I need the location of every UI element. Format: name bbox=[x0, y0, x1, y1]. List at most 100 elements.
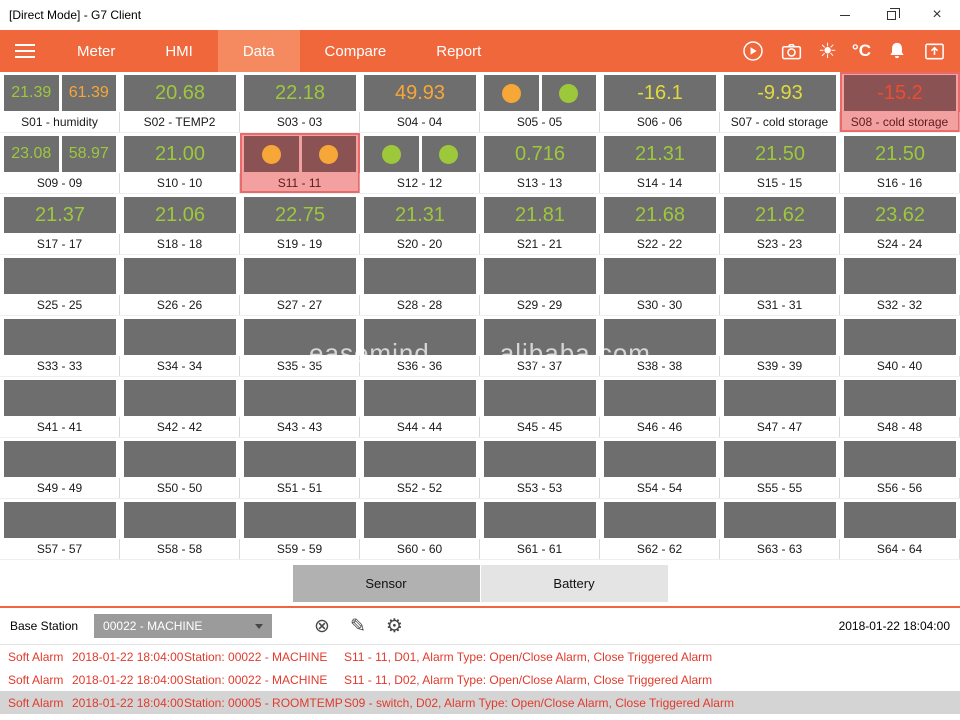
sensor-tile-S48[interactable]: S48 - 48 bbox=[840, 377, 960, 438]
menu-icon[interactable] bbox=[0, 30, 52, 72]
sensor-tile-S46[interactable]: S46 - 46 bbox=[600, 377, 720, 438]
sensor-tile-S29[interactable]: S29 - 29 bbox=[480, 255, 600, 316]
sensor-tile-S64[interactable]: S64 - 64 bbox=[840, 499, 960, 560]
sensor-tile-S45[interactable]: S45 - 45 bbox=[480, 377, 600, 438]
sensor-label: S26 - 26 bbox=[120, 295, 240, 315]
sensor-tile-S08[interactable]: -15.2 S08 - cold storage bbox=[840, 72, 960, 133]
sensor-value-box bbox=[484, 441, 596, 477]
sensor-value-box: 49.93 bbox=[364, 75, 476, 111]
alarm-detail: S11 - 11, D01, Alarm Type: Open/Close Al… bbox=[344, 649, 713, 664]
sensor-tile-S53[interactable]: S53 - 53 bbox=[480, 438, 600, 499]
sync-icon[interactable] bbox=[741, 39, 765, 63]
tab-report[interactable]: Report bbox=[436, 42, 482, 60]
sensor-tile-S63[interactable]: S63 - 63 bbox=[720, 499, 840, 560]
battery-tab-button[interactable]: Battery bbox=[480, 564, 668, 602]
sensor-tile-S31[interactable]: S31 - 31 bbox=[720, 255, 840, 316]
sensor-tile-S58[interactable]: S58 - 58 bbox=[120, 499, 240, 560]
sensor-tile-S50[interactable]: S50 - 50 bbox=[120, 438, 240, 499]
celsius-unit-button[interactable]: °C bbox=[851, 41, 871, 60]
sensor-value-box: 22.75 bbox=[244, 197, 356, 233]
brightness-icon[interactable]: ☀ bbox=[818, 39, 837, 63]
sensor-value-box: 22.18 bbox=[244, 75, 356, 111]
tab-meter[interactable]: Meter bbox=[77, 42, 116, 60]
alarm-row[interactable]: Soft Alarm 2018-01-22 18:04:00 Station: 00… bbox=[0, 691, 960, 714]
sensor-tile-S10[interactable]: 21.00 S10 - 10 bbox=[120, 133, 240, 194]
sensor-tile-S27[interactable]: S27 - 27 bbox=[240, 255, 360, 316]
sensor-tile-S32[interactable]: S32 - 32 bbox=[840, 255, 960, 316]
sensor-tile-S12[interactable]: S12 - 12 bbox=[360, 133, 480, 194]
sensor-tab-button[interactable]: Sensor bbox=[292, 564, 480, 602]
sensor-tile-S02[interactable]: 20.68 S02 - TEMP2 bbox=[120, 72, 240, 133]
sensor-tile-S28[interactable]: S28 - 28 bbox=[360, 255, 480, 316]
sensor-value-box bbox=[244, 380, 356, 416]
minimize-button[interactable] bbox=[822, 0, 868, 30]
sensor-tile-S14[interactable]: 21.31 S14 - 14 bbox=[600, 133, 720, 194]
sensor-tile-S54[interactable]: S54 - 54 bbox=[600, 438, 720, 499]
sensor-tile-S19[interactable]: 22.75 S19 - 19 bbox=[240, 194, 360, 255]
edit-icon[interactable]: ✎ bbox=[349, 615, 366, 637]
sensor-tile-S11[interactable]: S11 - 11 bbox=[240, 133, 360, 194]
sensor-tile-S44[interactable]: S44 - 44 bbox=[360, 377, 480, 438]
sensor-tile-S05[interactable]: S05 - 05 bbox=[480, 72, 600, 133]
sensor-tile-S51[interactable]: S51 - 51 bbox=[240, 438, 360, 499]
sensor-tile-S18[interactable]: 21.06 S18 - 18 bbox=[120, 194, 240, 255]
sensor-tile-S01[interactable]: 21.39 61.39 S01 - humidity bbox=[0, 72, 120, 133]
sensor-tile-S57[interactable]: S57 - 57 bbox=[0, 499, 120, 560]
sensor-tile-S34[interactable]: S34 - 34 bbox=[120, 316, 240, 377]
sensor-tile-S36[interactable]: S36 - 36 bbox=[360, 316, 480, 377]
sensor-tile-S30[interactable]: S30 - 30 bbox=[600, 255, 720, 316]
camera-icon[interactable] bbox=[780, 40, 803, 63]
tab-compare[interactable]: Compare bbox=[324, 42, 387, 60]
sensor-tile-S16[interactable]: 21.50 S16 - 16 bbox=[840, 133, 960, 194]
sensor-tile-S61[interactable]: S61 - 61 bbox=[480, 499, 600, 560]
sensor-tile-S42[interactable]: S42 - 42 bbox=[120, 377, 240, 438]
close-button[interactable]: × bbox=[914, 0, 960, 30]
sensor-tile-S09[interactable]: 23.08 58.97 S09 - 09 bbox=[0, 133, 120, 194]
restore-button[interactable] bbox=[868, 0, 914, 30]
sensor-tile-S56[interactable]: S56 - 56 bbox=[840, 438, 960, 499]
alarm-row[interactable]: Soft Alarm 2018-01-22 18:04:00 Station: 00… bbox=[0, 645, 960, 668]
sensor-tile-S06[interactable]: -16.1 S06 - 06 bbox=[600, 72, 720, 133]
sensor-tile-S21[interactable]: 21.81 S21 - 21 bbox=[480, 194, 600, 255]
chevron-down-icon bbox=[255, 623, 264, 629]
sensor-tile-S39[interactable]: S39 - 39 bbox=[720, 316, 840, 377]
sensor-tile-S55[interactable]: S55 - 55 bbox=[720, 438, 840, 499]
sensor-tile-S03[interactable]: 22.18 S03 - 03 bbox=[240, 72, 360, 133]
sensor-value-box: -9.93 bbox=[724, 75, 836, 111]
sensor-tile-S24[interactable]: 23.62 S24 - 24 bbox=[840, 194, 960, 255]
sensor-tile-S26[interactable]: S26 - 26 bbox=[120, 255, 240, 316]
sensor-tile-S25[interactable]: S25 - 25 bbox=[0, 255, 120, 316]
sensor-tile-S22[interactable]: 21.68 S22 - 22 bbox=[600, 194, 720, 255]
sensor-tile-S49[interactable]: S49 - 49 bbox=[0, 438, 120, 499]
tab-data[interactable]: Data bbox=[217, 30, 300, 72]
sensor-tile-S37[interactable]: S37 - 37 bbox=[480, 316, 600, 377]
sensor-tile-S41[interactable]: S41 - 41 bbox=[0, 377, 120, 438]
base-station-select[interactable]: 00022 - MACHINE bbox=[94, 614, 273, 638]
sensor-tile-S15[interactable]: 21.50 S15 - 15 bbox=[720, 133, 840, 194]
sensor-tile-S33[interactable]: S33 - 33 bbox=[0, 316, 120, 377]
alarm-row[interactable]: Soft Alarm 2018-01-22 18:04:00 Station: 00… bbox=[0, 668, 960, 691]
sensor-tile-S60[interactable]: S60 - 60 bbox=[360, 499, 480, 560]
alarm-bell-icon[interactable] bbox=[886, 40, 908, 62]
sensor-tile-S62[interactable]: S62 - 62 bbox=[600, 499, 720, 560]
tab-hmi[interactable]: HMI bbox=[165, 42, 193, 60]
sensor-tile-S17[interactable]: 21.37 S17 - 17 bbox=[0, 194, 120, 255]
sensor-tile-S35[interactable]: S35 - 35 bbox=[240, 316, 360, 377]
sensor-tile-S59[interactable]: S59 - 59 bbox=[240, 499, 360, 560]
sensor-tile-S40[interactable]: S40 - 40 bbox=[840, 316, 960, 377]
cancel-alarm-icon[interactable]: ⊗ bbox=[314, 615, 330, 637]
sensor-tile-S13[interactable]: 0.716 S13 - 13 bbox=[480, 133, 600, 194]
settings-gear-icon[interactable]: ⚙ bbox=[385, 615, 403, 637]
sensor-tile-S47[interactable]: S47 - 47 bbox=[720, 377, 840, 438]
sensor-value-box bbox=[244, 319, 356, 355]
sensor-value-box: 21.37 bbox=[4, 197, 116, 233]
sensor-tile-S20[interactable]: 21.31 S20 - 20 bbox=[360, 194, 480, 255]
sensor-tile-S07[interactable]: -9.93 S07 - cold storage bbox=[720, 72, 840, 133]
sensor-tile-S38[interactable]: S38 - 38 bbox=[600, 316, 720, 377]
sensor-label: S18 - 18 bbox=[120, 234, 240, 254]
sensor-tile-S23[interactable]: 21.62 S23 - 23 bbox=[720, 194, 840, 255]
sensor-tile-S04[interactable]: 49.93 S04 - 04 bbox=[360, 72, 480, 133]
sensor-tile-S52[interactable]: S52 - 52 bbox=[360, 438, 480, 499]
export-image-icon[interactable] bbox=[923, 40, 946, 63]
sensor-tile-S43[interactable]: S43 - 43 bbox=[240, 377, 360, 438]
